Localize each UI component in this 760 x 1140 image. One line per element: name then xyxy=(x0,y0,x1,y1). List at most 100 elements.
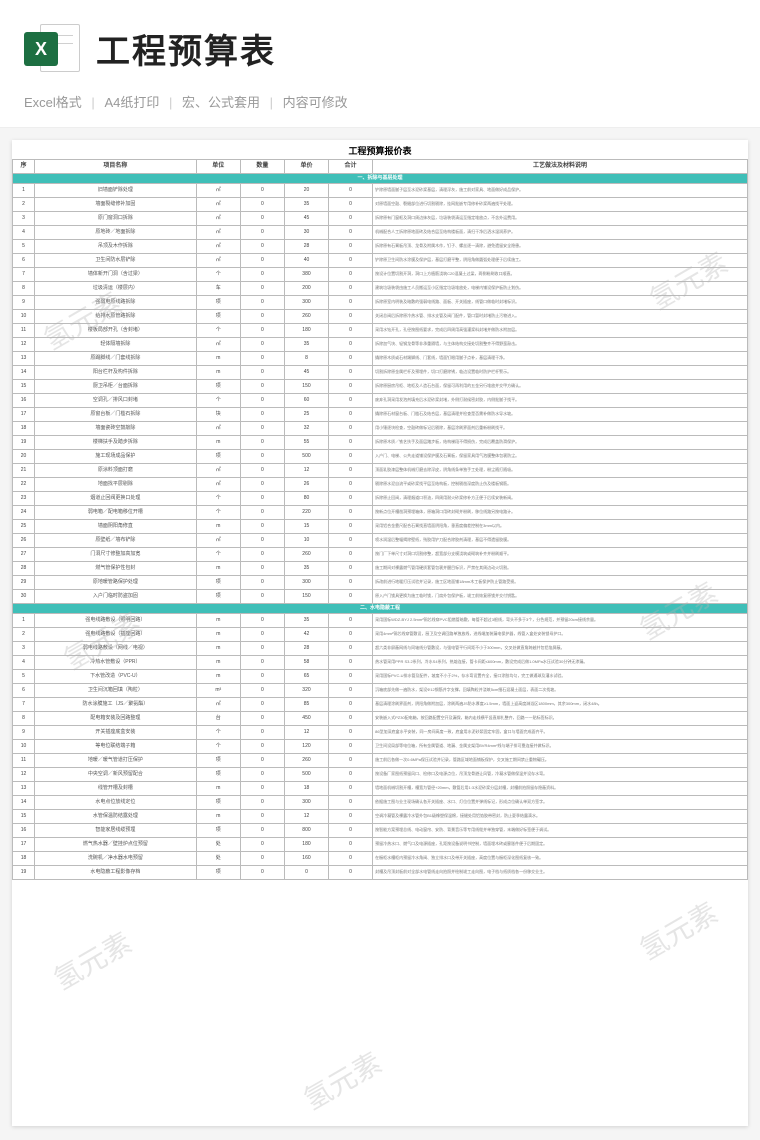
cell: 0 xyxy=(240,296,284,310)
col-header: 数量 xyxy=(240,160,284,174)
cell: 0 xyxy=(329,450,373,464)
cell: 0 xyxy=(329,436,373,450)
cell: 0 xyxy=(329,534,373,548)
cell: 原壁纸／墙布铲除 xyxy=(35,534,197,548)
table-row: 9强弱电原线路拆除项03000拆除原室内明装及暗敷的强弱电线路、面板、开关插座，… xyxy=(13,296,748,310)
spreadsheet-preview: 工程预算报价表 序项目名称单位数量单价合计工艺做法及材料说明 一、拆除与基层处理… xyxy=(12,140,748,1126)
cell: 燃气热水器／壁挂炉点位预留 xyxy=(35,838,197,852)
table-row: 2强电线路敷设（插座回路）m0420采用4mm²铜芯线穿管敷设，厨卫及空调回路单… xyxy=(13,628,748,642)
cell: 2 xyxy=(13,628,35,642)
cell: 洗碗机／净水器水电预留 xyxy=(35,852,197,866)
cell: 个 xyxy=(196,726,240,740)
cell: 0 xyxy=(240,684,284,698)
cell: 55 xyxy=(284,436,328,450)
cell: 12 xyxy=(284,726,328,740)
cell: 采用铝合金靠尺配合石膏找直墙面阴阳角，垂直度偏差控制在3mm以内。 xyxy=(373,520,748,534)
table-row: 8配电箱安装及回路整理台04500安装嵌入式PZ30配电箱，按回路配置空开及漏保… xyxy=(13,712,748,726)
table-row: 23烟道止回阀更换口处理个0800拆除原止回阀，清理烟道口积油，四周用耐火砂浆修… xyxy=(13,492,748,506)
cell: 安装嵌入式PZ30配电箱，按回路配置空开及漏保，箱内走线横平竖直绑扎整齐，回路一… xyxy=(373,712,748,726)
cell: 0 xyxy=(240,464,284,478)
cell: 0 xyxy=(329,408,373,422)
cell: m xyxy=(196,642,240,656)
cell: 对原墙面空鼓、裂缝部位进行切割剔除，挂网批嵌专用修补砂浆两遍找平处理。 xyxy=(373,198,748,212)
cell: 18 xyxy=(13,422,35,436)
cell: 开关插座底盒安装 xyxy=(35,726,197,740)
page-title: 工程预算表 xyxy=(96,24,276,73)
cell: 20 xyxy=(284,184,328,198)
cell: 42 xyxy=(284,628,328,642)
cell: 0 xyxy=(240,184,284,198)
cell: 0 xyxy=(240,212,284,226)
cell: ㎡ xyxy=(196,212,240,226)
cell: 基层清理涂刷界面剂，阴阳角做附加层，涂刷两遍JS防水厚度≥1.5mm，墙面上返高… xyxy=(373,698,748,712)
cell: 垃圾清运（楼层内） xyxy=(35,282,197,296)
cell: 17 xyxy=(13,408,35,422)
cell: 30 xyxy=(284,226,328,240)
cell: 0 xyxy=(284,866,328,880)
cell: 0 xyxy=(240,754,284,768)
table-row: 9开关插座底盒安装个012086型加深底盒水平安装，同一房间高度一致，底盒用水泥… xyxy=(13,726,748,740)
cell: m xyxy=(196,614,240,628)
cell: 项 xyxy=(196,590,240,604)
cell: 厨卫吊柜／台面拆除 xyxy=(35,380,197,394)
cell: 6 xyxy=(13,254,35,268)
cell: 0 xyxy=(329,614,373,628)
table-row: 4冷热水管敷设（PPR）m0580热水管采用PPR S3.2系列，冷水S4系列，… xyxy=(13,656,748,670)
table-row: 10等电位联结端子箱个01200卫生间设局部等电位箱，所有金属管道、地漏、金属支… xyxy=(13,740,748,754)
cell: 300 xyxy=(284,796,328,810)
cell: 地暖／暖气管道打压保护 xyxy=(35,754,197,768)
cell: 0 xyxy=(240,492,284,506)
section-row: 一、拆除与基层处理 xyxy=(13,174,748,184)
cell: 0 xyxy=(329,768,373,782)
cell: 配电箱安装及回路整理 xyxy=(35,712,197,726)
cell: 85 xyxy=(284,698,328,712)
cell: 0 xyxy=(329,576,373,590)
cell: 35 xyxy=(284,338,328,352)
cell: 11 xyxy=(13,324,35,338)
cell: 撬除原石材窗台板、门槛石及结合层，基层清理并检查是否需补做防水导水坡。 xyxy=(373,408,748,422)
cell: 12 xyxy=(13,338,35,352)
cell: 原门窗洞口拆除 xyxy=(35,212,197,226)
feature-item: 内容可修改 xyxy=(283,95,348,110)
cell: 0 xyxy=(240,506,284,520)
cell: 28 xyxy=(13,562,35,576)
table-row: 13线管开槽及封槽m0180墙地面机械切割开槽，槽宽为管径+20mm，敷管后用1… xyxy=(13,782,748,796)
cell: 0 xyxy=(240,422,284,436)
cell: 封槽及吊顶封板前对全部水电管线走向拍照并绘制竣工走向图，电子档与纸质档各一份移交… xyxy=(373,866,748,880)
cell: 30 xyxy=(13,590,35,604)
cell: ㎡ xyxy=(196,422,240,436)
cell: 2 xyxy=(13,198,35,212)
cell: 弱电线路敷设（网线／电视） xyxy=(35,642,197,656)
cell: 在橱柜水槽柜内预留冷水角阀、独立排水口及带开关插座，高度位置与橱柜深化图纸复核一… xyxy=(373,852,748,866)
cell: 原窗台板／门槛石拆除 xyxy=(35,408,197,422)
cell: 机械配合人工拆除原地面砖及结合层至结构楼板面，清扫干净后洒水湿润养护。 xyxy=(373,226,748,240)
col-header: 单位 xyxy=(196,160,240,174)
table-row: 6卫生间沉箱回填（陶粒）m³03200沉箱底部先做一遍防水，架设Φ12钢筋井字支… xyxy=(13,684,748,698)
cell: 0 xyxy=(329,810,373,824)
cell: 0 xyxy=(329,590,373,604)
cell: 原踢脚线／门套线拆除 xyxy=(35,352,197,366)
cell: 0 xyxy=(329,198,373,212)
cell: 喷水润湿后整幅揭除壁纸，残胶用铲刀配合除胶剂清理，基层不得遗留胶膜。 xyxy=(373,534,748,548)
cell: 120 xyxy=(284,740,328,754)
cell: 260 xyxy=(284,310,328,324)
separator: | xyxy=(169,95,172,110)
cell: 0 xyxy=(240,824,284,838)
table-row: 11楼板局部开孔（含封堵）个01800采用水钻开孔，孔径按图纸要求，完成后四周用… xyxy=(13,324,748,338)
table-row: 4原地砖／地面拆除㎡0300机械配合人工拆除原地面砖及结合层至结构楼板面，清扫干… xyxy=(13,226,748,240)
cell: 0 xyxy=(329,520,373,534)
cell: 超六类非屏蔽网线与同轴线分管敷设，与强电管平行间距不小于300mm，交叉处做直角… xyxy=(373,642,748,656)
feature-item: A4纸打印 xyxy=(104,95,159,110)
cell: 等电位联结端子箱 xyxy=(35,740,197,754)
table-row: 1强电线路敷设（照明回路）m0350采用国标WDZ-BYJ 2.5mm²铜芯线穿… xyxy=(13,614,748,628)
cell: 0 xyxy=(240,310,284,324)
cell: 防水涂膜施工（JS／聚氨酯） xyxy=(35,698,197,712)
cell: 0 xyxy=(240,478,284,492)
cell: 铲除原卫生间防水涂膜及保护层，基层打磨平整，阴阳角做圆弧处理便于后续施工。 xyxy=(373,254,748,268)
template-header: X 工程预算表 xyxy=(0,0,760,92)
excel-icon: X xyxy=(24,20,80,76)
cell: 0 xyxy=(329,712,373,726)
table-row: 30入户门临时防盗加固项01500原入户门锁具更换为施工临时锁，门扇外包保护板，… xyxy=(13,590,748,604)
col-header: 序 xyxy=(13,160,35,174)
preview-area: 工程预算报价表 序项目名称单位数量单价合计工艺做法及材料说明 一、拆除与基层处理… xyxy=(0,128,760,1138)
